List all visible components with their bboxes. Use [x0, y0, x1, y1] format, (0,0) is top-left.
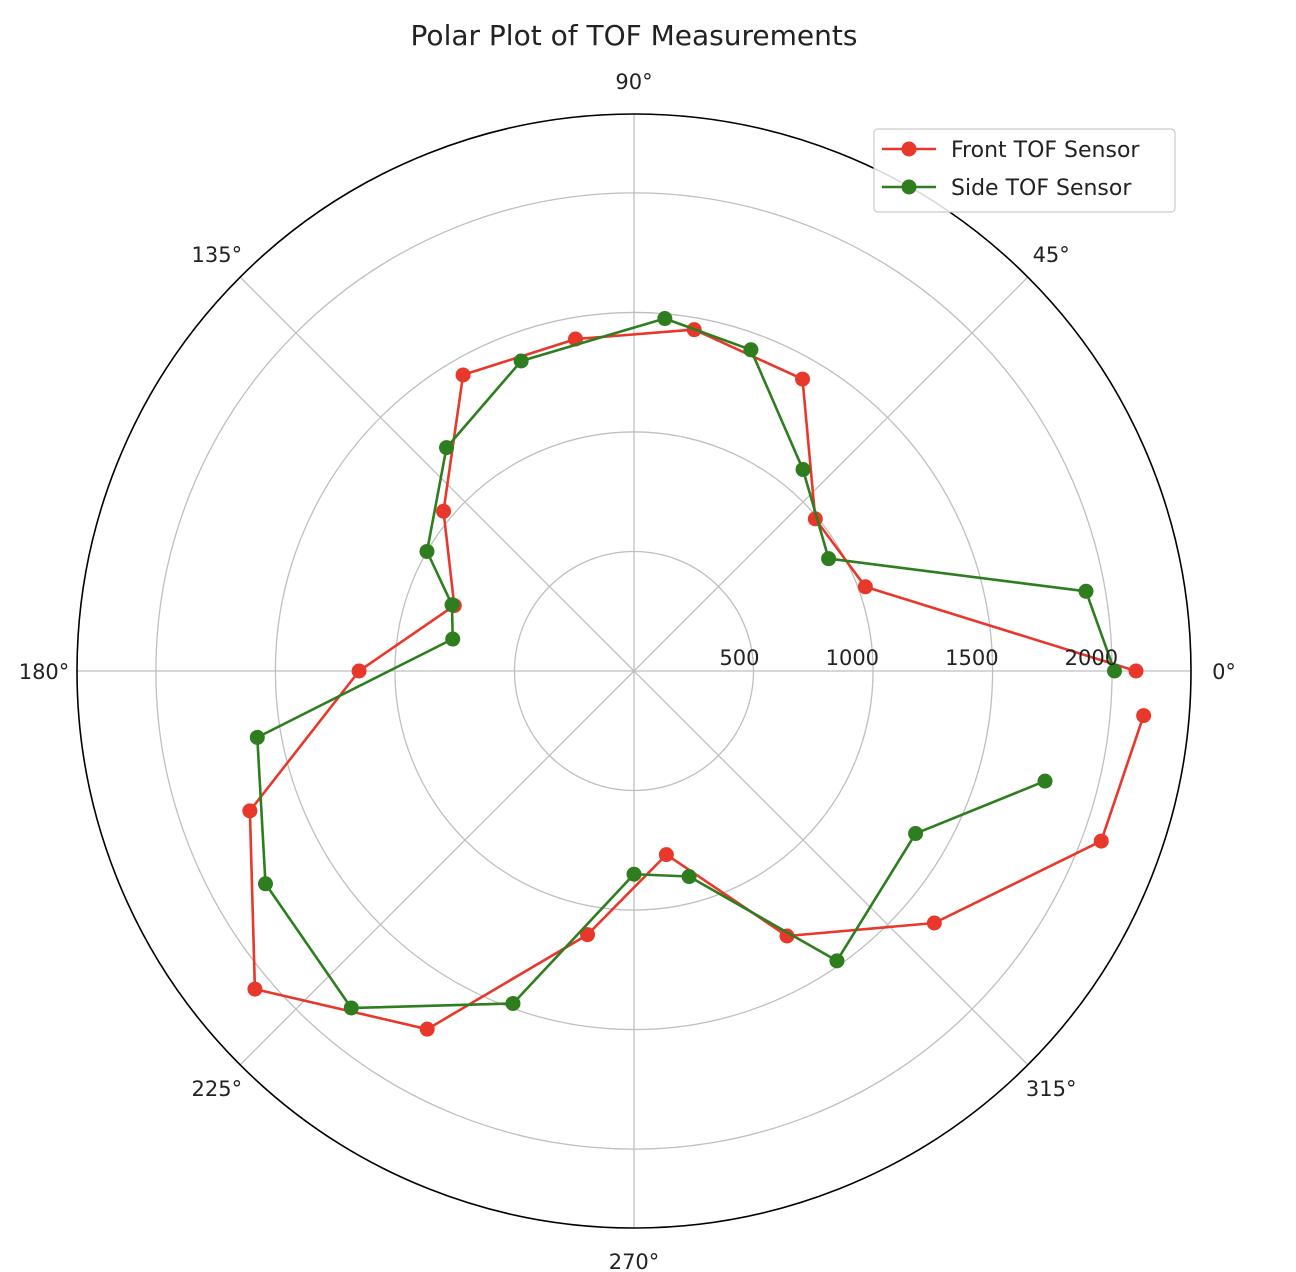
data-point — [795, 462, 811, 478]
angle-tick-label: 90° — [615, 70, 652, 94]
series-1 — [242, 322, 1152, 1037]
data-point — [908, 826, 924, 842]
polar-grid — [76, 113, 1192, 1229]
angle-tick-label: 135° — [192, 243, 243, 267]
data-point — [1107, 663, 1123, 679]
data-point — [1093, 833, 1109, 849]
data-point — [419, 543, 435, 559]
data-point — [249, 729, 265, 745]
polar-frame — [76, 113, 1192, 1229]
data-point — [857, 579, 873, 595]
data-point — [821, 551, 837, 567]
legend-marker — [901, 179, 917, 195]
data-point — [626, 866, 642, 882]
angle-tick-label: 315° — [1026, 1077, 1077, 1101]
angle-tick-label: 180° — [19, 660, 70, 684]
data-point — [439, 440, 455, 456]
radial-tick-label: 1000 — [826, 646, 879, 670]
radial-tick-label: 2000 — [1065, 646, 1118, 670]
data-point — [351, 663, 367, 679]
angle-tick-label: 0° — [1212, 660, 1236, 684]
data-point — [419, 1021, 435, 1037]
data-point — [743, 342, 759, 358]
series-layer — [242, 311, 1152, 1037]
data-point — [455, 367, 471, 383]
tick-labels: 0° 45° 90° 135° 180° 225° 270° 315° 500 1000 1500 2… — [19, 70, 1236, 1272]
legend-label: Side TOF Sensor — [951, 176, 1132, 201]
radial-tick-label: 500 — [719, 646, 759, 670]
radial-tick-label: 1500 — [945, 646, 998, 670]
data-point — [1078, 583, 1094, 599]
legend-entry: Front TOF Sensor — [882, 138, 1140, 163]
data-point — [580, 927, 596, 943]
data-point — [505, 995, 521, 1011]
data-point — [658, 847, 674, 863]
data-point — [257, 876, 273, 892]
angle-tick-label: 270° — [609, 1250, 660, 1272]
data-point — [829, 953, 845, 969]
angle-tick-label: 225° — [192, 1077, 243, 1101]
series-line — [248, 328, 1145, 1031]
data-point — [926, 915, 942, 931]
data-point — [444, 597, 460, 613]
data-point — [445, 631, 461, 647]
angle-tick-label: 45° — [1033, 243, 1070, 267]
series-2 — [249, 311, 1123, 1016]
legend: Front TOF Sensor Side TOF Sensor — [873, 128, 1176, 213]
data-point — [343, 1000, 359, 1016]
angular-gridline-225 — [239, 670, 635, 1066]
data-point — [1037, 773, 1053, 789]
data-point — [795, 371, 811, 387]
angular-gridline-315 — [633, 670, 1029, 1066]
data-point — [513, 353, 529, 369]
angular-gridline-135 — [239, 276, 635, 672]
data-point — [1128, 663, 1144, 679]
chart-title: Polar Plot of TOF Measurements — [411, 19, 858, 52]
data-point — [247, 981, 263, 997]
legend-label: Front TOF Sensor — [951, 138, 1140, 163]
data-point — [242, 803, 258, 819]
legend-entry: Side TOF Sensor — [882, 176, 1132, 201]
data-point — [1136, 708, 1152, 724]
data-point — [436, 503, 452, 519]
data-point — [657, 311, 673, 327]
angular-gridline-45 — [633, 276, 1029, 672]
legend-marker — [901, 141, 917, 157]
data-point — [779, 928, 795, 944]
data-point — [681, 869, 697, 885]
series-line — [255, 317, 1116, 1010]
legend-box — [873, 128, 1176, 213]
